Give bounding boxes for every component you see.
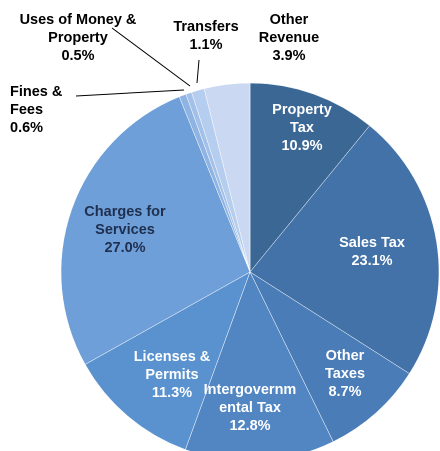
category-name: Uses of Money & Property — [19, 12, 137, 46]
leader-line — [75, 89, 185, 97]
value-label: 3.9% — [272, 48, 306, 64]
value-label: 10.9% — [281, 138, 323, 154]
category-name: Other Revenue — [258, 12, 320, 46]
leader-line — [196, 59, 200, 84]
leader-line — [111, 27, 191, 87]
value-label: 27.0% — [104, 240, 146, 256]
pie-slice — [203, 82, 251, 273]
pie-slice — [249, 82, 371, 273]
pie-slice — [249, 125, 440, 374]
category-name: Charges for Services — [84, 204, 166, 238]
category-name: Intergovernmental Tax — [203, 382, 297, 416]
slice-label: Other Revenue 3.9% — [244, 11, 334, 65]
slice-label: Fines & Fees 0.6% — [10, 83, 80, 137]
category-name: Other Taxes — [324, 348, 366, 382]
category-name: Property Tax — [272, 102, 332, 136]
slice-label: Other Taxes 8.7% — [310, 347, 380, 401]
slice-label: Transfers 1.1% — [166, 18, 246, 54]
pie-slice — [84, 271, 251, 450]
value-label: 1.1% — [189, 37, 223, 53]
slice-label: Charges for Services 27.0% — [70, 203, 180, 257]
value-label: 8.7% — [328, 384, 362, 400]
value-label: 23.1% — [351, 253, 393, 269]
pie-slice — [249, 271, 410, 443]
slice-label: Sales Tax 23.1% — [327, 234, 417, 270]
category-name: Licenses & Permits — [133, 349, 211, 383]
category-name: Sales Tax — [339, 235, 405, 251]
pie-slice — [60, 96, 251, 365]
pie-slice — [185, 271, 334, 451]
value-label: 0.5% — [61, 48, 95, 64]
slice-label: Licenses & Permits 11.3% — [122, 348, 222, 402]
slice-label: Intergovernmental Tax 12.8% — [200, 381, 300, 435]
slice-label: Property Tax 10.9% — [262, 101, 342, 155]
value-label: 0.6% — [10, 120, 44, 136]
category-name: Fines & Fees — [10, 84, 63, 118]
value-label: 11.3% — [151, 385, 193, 401]
value-label: 12.8% — [229, 418, 271, 434]
slice-label: Uses of Money & Property 0.5% — [13, 11, 143, 65]
category-name: Transfers — [173, 19, 239, 35]
